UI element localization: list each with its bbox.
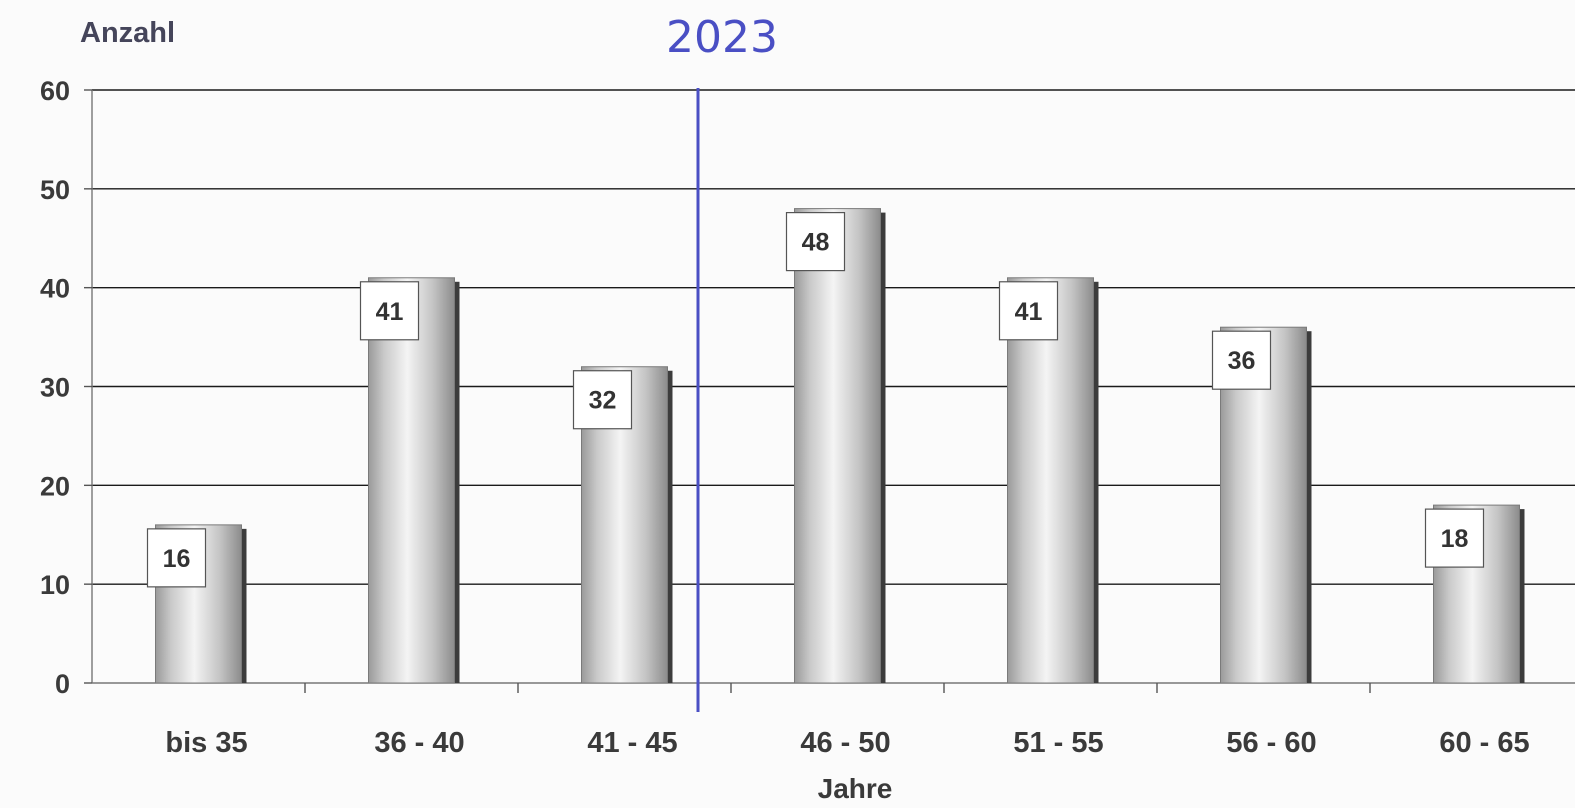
bar-5 bbox=[1007, 277, 1094, 684]
data-label-box bbox=[1211, 330, 1272, 390]
y-axis-title: Anzahl bbox=[80, 17, 175, 49]
y-tick-label: 30 bbox=[40, 373, 70, 403]
data-label-box bbox=[785, 212, 846, 272]
data-labels: 16 41 32 48 41 36 18 bbox=[146, 212, 1485, 588]
data-label: 41 bbox=[376, 298, 404, 326]
y-tick-label: 50 bbox=[40, 175, 70, 205]
x-tick-label: bis 35 bbox=[165, 727, 247, 759]
x-axis-ticks: bis 35 36 - 40 41 - 45 46 - 50 51 - 55 56 - 6… bbox=[165, 683, 1530, 759]
y-tick-label: 0 bbox=[55, 669, 70, 699]
annotation-label: 2023 bbox=[666, 12, 778, 63]
data-label: 32 bbox=[589, 387, 617, 415]
y-tick-label: 60 bbox=[40, 76, 70, 106]
x-tick-label: 56 - 60 bbox=[1226, 727, 1316, 759]
x-axis-title: Jahre bbox=[818, 773, 893, 804]
bar-2 bbox=[368, 277, 455, 684]
data-label: 48 bbox=[802, 229, 830, 257]
x-tick-label: 41 - 45 bbox=[587, 727, 677, 759]
data-label-box bbox=[998, 281, 1059, 341]
data-label: 16 bbox=[163, 545, 191, 573]
data-label: 36 bbox=[1228, 347, 1256, 375]
data-label-box bbox=[572, 370, 633, 430]
data-label: 18 bbox=[1441, 525, 1469, 553]
x-tick-label: 51 - 55 bbox=[1013, 727, 1103, 759]
y-tick-label: 40 bbox=[40, 274, 70, 304]
data-label-box bbox=[146, 528, 207, 588]
x-tick-label: 36 - 40 bbox=[374, 727, 464, 759]
y-tick-label: 10 bbox=[40, 570, 70, 600]
y-tick-label: 20 bbox=[40, 471, 70, 501]
data-label-box bbox=[359, 281, 420, 341]
bars bbox=[155, 208, 1525, 684]
x-tick-label: 60 - 65 bbox=[1439, 727, 1529, 759]
x-tick-label: 46 - 50 bbox=[800, 727, 890, 759]
y-axis-ticks: 0 10 20 30 40 50 60 bbox=[40, 76, 92, 699]
data-label: 41 bbox=[1015, 298, 1043, 326]
bar-4 bbox=[794, 208, 881, 684]
data-label-box bbox=[1424, 508, 1485, 568]
